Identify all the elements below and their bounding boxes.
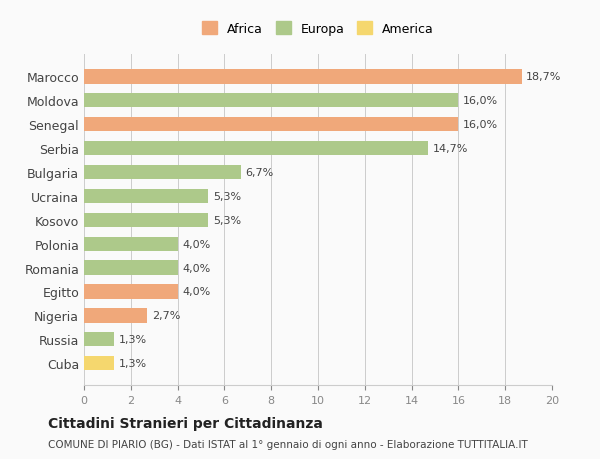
Text: 16,0%: 16,0% [463,120,498,130]
Text: 5,3%: 5,3% [213,215,241,225]
Text: 2,7%: 2,7% [152,311,180,321]
Text: 18,7%: 18,7% [526,72,562,82]
Text: 4,0%: 4,0% [182,263,211,273]
Bar [84,237,178,252]
Text: 4,0%: 4,0% [182,287,211,297]
Bar [84,70,521,84]
Legend: Africa, Europa, America: Africa, Europa, America [199,18,437,39]
Bar [84,142,428,156]
Text: 1,3%: 1,3% [119,335,147,345]
Text: 5,3%: 5,3% [213,191,241,202]
Bar [84,285,178,299]
Text: 4,0%: 4,0% [182,239,211,249]
Bar [84,94,458,108]
Text: 6,7%: 6,7% [245,168,274,178]
Text: 16,0%: 16,0% [463,96,498,106]
Bar [84,332,115,347]
Bar [84,213,208,228]
Bar [84,356,115,370]
Bar [84,189,208,204]
Text: COMUNE DI PIARIO (BG) - Dati ISTAT al 1° gennaio di ogni anno - Elaborazione TUT: COMUNE DI PIARIO (BG) - Dati ISTAT al 1°… [48,440,528,449]
Text: 14,7%: 14,7% [433,144,468,154]
Bar [84,261,178,275]
Bar [84,166,241,180]
Bar [84,308,147,323]
Text: Cittadini Stranieri per Cittadinanza: Cittadini Stranieri per Cittadinanza [48,416,323,430]
Text: 1,3%: 1,3% [119,358,147,369]
Bar [84,118,458,132]
